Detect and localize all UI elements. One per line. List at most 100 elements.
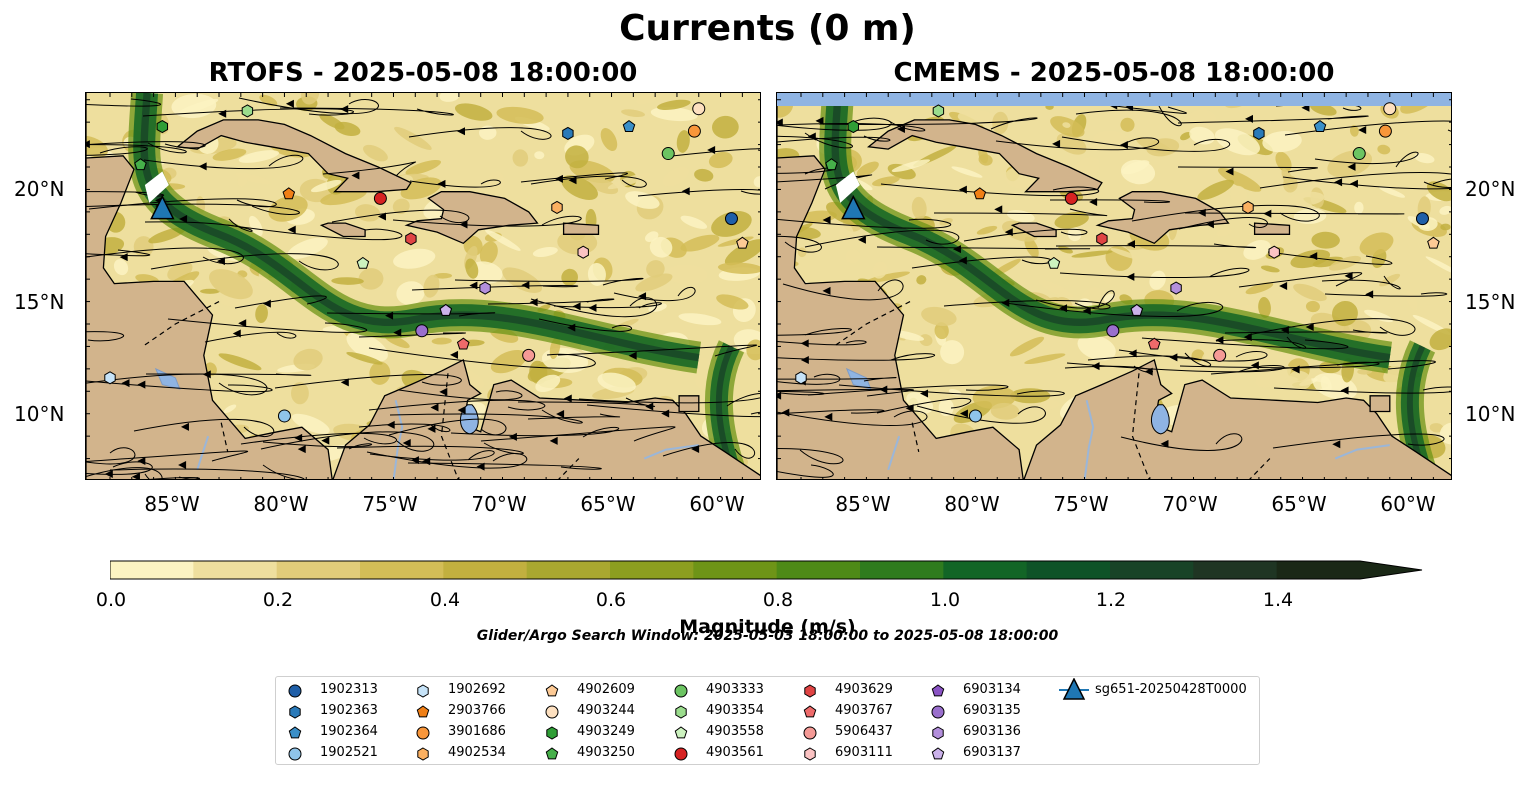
argo-float-marker xyxy=(439,303,453,316)
legend-label: 1902521 xyxy=(320,745,378,760)
legend-label: 4903561 xyxy=(706,745,764,760)
legend-marker-icon xyxy=(545,705,559,719)
lat-tick-left-15: 15°N xyxy=(14,290,65,314)
legend-label: 1902363 xyxy=(320,703,378,718)
argo-float-marker xyxy=(1047,256,1061,269)
colorbar-bin xyxy=(1026,561,1111,579)
legend-label: 1902692 xyxy=(448,682,506,697)
legend-marker-icon xyxy=(674,684,688,698)
legend-marker-icon xyxy=(417,684,429,698)
argo-float-marker xyxy=(973,187,987,200)
panel-title-cmems: CMEMS - 2025-05-08 18:00:00 xyxy=(893,58,1335,88)
search-window-text: Glider/Argo Search Window: 2025-05-03 18… xyxy=(476,628,1059,644)
legend-marker-icon xyxy=(289,705,301,719)
legend-marker-icon xyxy=(675,705,687,719)
legend-marker-icon xyxy=(545,684,559,697)
argo-float-marker xyxy=(1106,324,1120,338)
legend-marker-icon xyxy=(545,747,559,760)
lon-tick-right-85: 85°W xyxy=(835,492,891,516)
legend-marker-icon xyxy=(674,747,688,761)
argo-float-marker xyxy=(373,191,387,205)
legend-label: 6903137 xyxy=(963,745,1021,760)
colorbar xyxy=(109,560,1430,586)
argo-float-marker xyxy=(968,409,982,423)
argo-float-marker xyxy=(1253,126,1265,140)
argo-float-marker xyxy=(277,409,291,423)
argo-float-marker xyxy=(456,337,470,350)
argo-float-marker xyxy=(1415,212,1429,226)
argo-float-marker xyxy=(1242,200,1254,214)
lon-tick-left-70: 70°W xyxy=(471,492,527,516)
map-rtofs-canvas xyxy=(86,93,760,479)
argo-float-marker xyxy=(825,158,838,171)
argo-float-marker xyxy=(932,104,945,118)
lon-tick-right-60: 60°W xyxy=(1380,492,1436,516)
map-panel-rtofs[interactable] xyxy=(85,92,761,480)
lon-tick-left-60: 60°W xyxy=(689,492,745,516)
legend-label: sg651-20250428T0000 xyxy=(1095,682,1247,697)
legend-marker-icon xyxy=(1059,678,1089,700)
legend-label: 1902364 xyxy=(320,724,378,739)
legend-label: 4903767 xyxy=(835,703,893,718)
argo-float-marker xyxy=(415,324,429,338)
lon-tick-left-85: 85°W xyxy=(144,492,200,516)
argo-float-marker xyxy=(522,348,536,362)
legend-marker-icon xyxy=(546,726,558,740)
colorbar-bin xyxy=(1110,561,1194,579)
legend-label: 4903558 xyxy=(706,724,764,739)
legend-marker-icon xyxy=(416,726,430,740)
colorbar-tick: 0.6 xyxy=(595,589,627,611)
legend-marker-icon xyxy=(804,747,816,761)
colorbar-bin xyxy=(443,561,528,579)
colorbar-bin xyxy=(610,561,694,579)
colorbar-bin xyxy=(360,561,444,579)
lat-tick-right-20: 20°N xyxy=(1465,177,1516,201)
argo-float-marker xyxy=(551,200,563,214)
argo-float-marker xyxy=(1383,102,1397,116)
colorbar-bin xyxy=(276,561,361,579)
colorbar-bin xyxy=(110,561,194,579)
colorbar-tick: 0.2 xyxy=(262,589,294,611)
legend-label: 4902609 xyxy=(577,682,635,697)
argo-float-marker xyxy=(1170,281,1182,295)
legend-label: 4903629 xyxy=(835,682,893,697)
lon-tick-left-75: 75°W xyxy=(362,492,418,516)
colorbar-tick: 1.4 xyxy=(1262,589,1294,611)
argo-float-marker xyxy=(661,147,675,161)
colorbar-bin xyxy=(1193,561,1278,579)
panel-title-rtofs: RTOFS - 2025-05-08 18:00:00 xyxy=(208,58,638,88)
lat-tick-left-10: 10°N xyxy=(14,402,65,426)
argo-float-marker xyxy=(156,120,168,134)
argo-float-marker xyxy=(1352,147,1366,161)
legend-label: 2903766 xyxy=(448,703,506,718)
legend-label: 6903111 xyxy=(835,745,893,760)
argo-float-marker xyxy=(1427,236,1440,249)
argo-float-marker xyxy=(736,236,749,249)
argo-float-marker xyxy=(282,187,296,200)
legend-label: 6903135 xyxy=(963,703,1021,718)
argo-float-marker xyxy=(405,232,417,246)
colorbar-tick: 0.8 xyxy=(762,589,794,611)
lon-tick-left-65: 65°W xyxy=(580,492,636,516)
lon-tick-right-80: 80°W xyxy=(944,492,1000,516)
colorbar-bin xyxy=(526,561,611,579)
argo-float-marker xyxy=(1096,232,1108,246)
map-panel-cmems[interactable] xyxy=(776,92,1452,480)
colorbar-bin xyxy=(193,561,278,579)
lon-tick-right-75: 75°W xyxy=(1053,492,1109,516)
legend-label: 4903249 xyxy=(577,724,635,739)
legend-label: 4902534 xyxy=(448,745,506,760)
colorbar-tick: 1.0 xyxy=(929,589,961,611)
colorbar-tick: 0.0 xyxy=(95,589,127,611)
legend-label: 4903250 xyxy=(577,745,635,760)
argo-float-marker xyxy=(1378,124,1392,138)
colorbar-swatches xyxy=(109,560,1423,580)
argo-float-marker xyxy=(1313,119,1327,132)
legend-marker-icon xyxy=(416,705,430,718)
glider-marker xyxy=(841,194,866,220)
lon-tick-right-65: 65°W xyxy=(1271,492,1327,516)
legend-label: 3901686 xyxy=(448,724,506,739)
colorbar-bin xyxy=(943,561,1028,579)
legend-label: 1902313 xyxy=(320,682,378,697)
argo-float-marker xyxy=(1213,348,1227,362)
